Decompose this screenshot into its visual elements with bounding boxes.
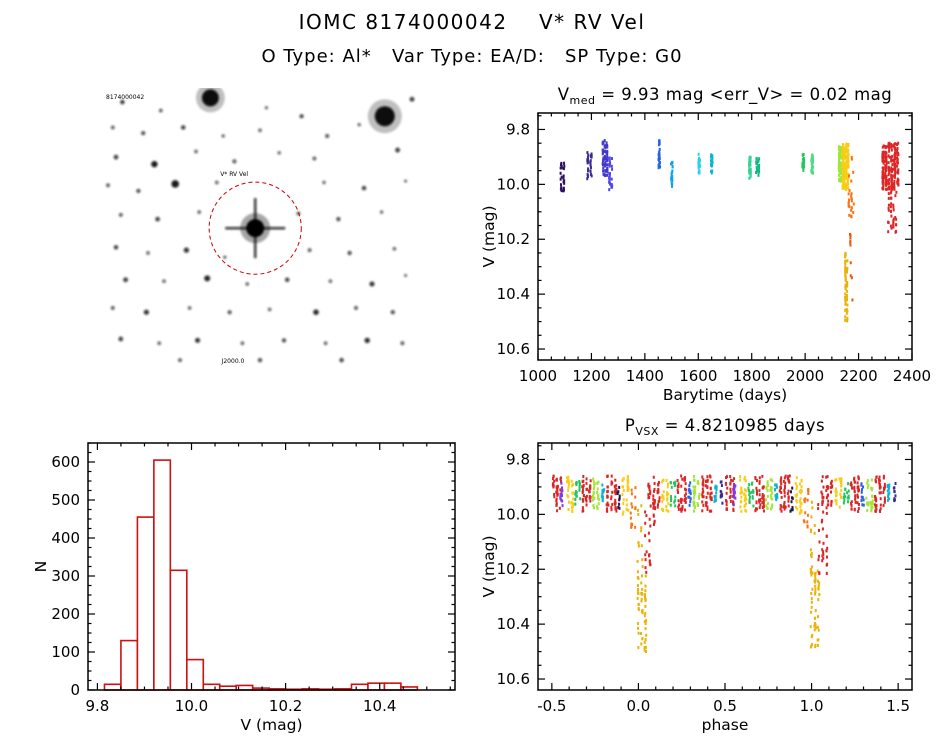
star-field [106,88,415,363]
page-subtitle: O Type: Al* Var Type: EA/D: SP Type: G0 [261,46,683,67]
x-tick-label: 10.2 [269,697,302,715]
y-tick-label: 100 [51,643,80,661]
y-tick-label: 600 [51,453,80,471]
y-axis-label: V (mag) [480,535,498,597]
x-tick-label: 10.0 [175,697,208,715]
phase-plot: -0.5 0.0 0.5 1.0 1.5 9.8 10.0 10.2 10.4 10.6 phase… [480,416,913,734]
y-tick-label: 0 [70,681,80,699]
x-axis-label: V (mag) [240,716,302,734]
x-tick-label: 0.0 [626,697,650,715]
x-tick-label: 1.0 [800,697,824,715]
x-tick-label: 10.4 [363,697,396,715]
x-tick-label: 1.5 [886,697,910,715]
chart-title: PVSX = 4.8210985 days [625,416,825,438]
y-tick-label: 10.0 [497,505,530,523]
target-name-label: V* RV Vel [220,171,248,178]
y-tick-label: 10.4 [497,615,530,633]
y-tick-label: 10.2 [497,560,530,578]
data-points [551,474,897,653]
y-axis-label: V (mag) [480,205,498,267]
x-tick-label: 9.8 [85,697,109,715]
y-tick-label: 200 [51,605,80,623]
x-tick-label: 1000 [519,367,557,385]
x-tick-label: 1200 [572,367,610,385]
coordinate-label: J2000.0 [221,358,245,365]
y-tick-label: 10.6 [497,340,530,358]
x-axis-label: Barytime (days) [663,386,787,404]
chart-id-label: 8174000042 [106,94,144,101]
target-star [225,198,286,259]
finding-chart-image: 8174000042 V* RV Vel J2000.0 [100,88,420,370]
x-axis-label: phase [702,716,749,734]
histogram-bars [103,459,419,691]
x-tick-label: 2200 [839,367,877,385]
x-tick-label: 2400 [893,367,931,385]
histogram-plot: 9.8 10.0 10.2 10.4 0 100 200 300 400 500 600 V (mag… [32,442,456,734]
y-tick-label: 300 [51,567,80,585]
x-tick-label: 0.5 [713,697,737,715]
chart-title: Vmed = 9.93 mag <err_V> = 0.02 mag [558,85,893,107]
y-tick-label: 10.6 [497,670,530,688]
target-marker-circle [208,181,302,275]
y-tick-label: 9.8 [506,120,530,138]
lightcurve-plot: 1000 1200 1400 1600 1800 2000 2200 2400 9.8 10.0 1… [480,85,931,404]
y-tick-label: 10.0 [497,175,530,193]
y-tick-label: 400 [51,529,80,547]
x-tick-label: 2000 [786,367,824,385]
x-tick-label: 1600 [679,367,717,385]
data-points [559,139,900,323]
y-axis-label: N [32,561,50,573]
page-title: IOMC 8174000042 V* RV Vel [298,10,646,34]
y-tick-label: 9.8 [506,450,530,468]
x-tick-label: -0.5 [537,697,566,715]
y-tick-label: 500 [51,491,80,509]
x-tick-label: 1800 [733,367,771,385]
y-tick-label: 10.4 [497,285,530,303]
y-tick-label: 10.2 [497,230,530,248]
x-tick-label: 1400 [626,367,664,385]
plot-frame [537,112,913,361]
